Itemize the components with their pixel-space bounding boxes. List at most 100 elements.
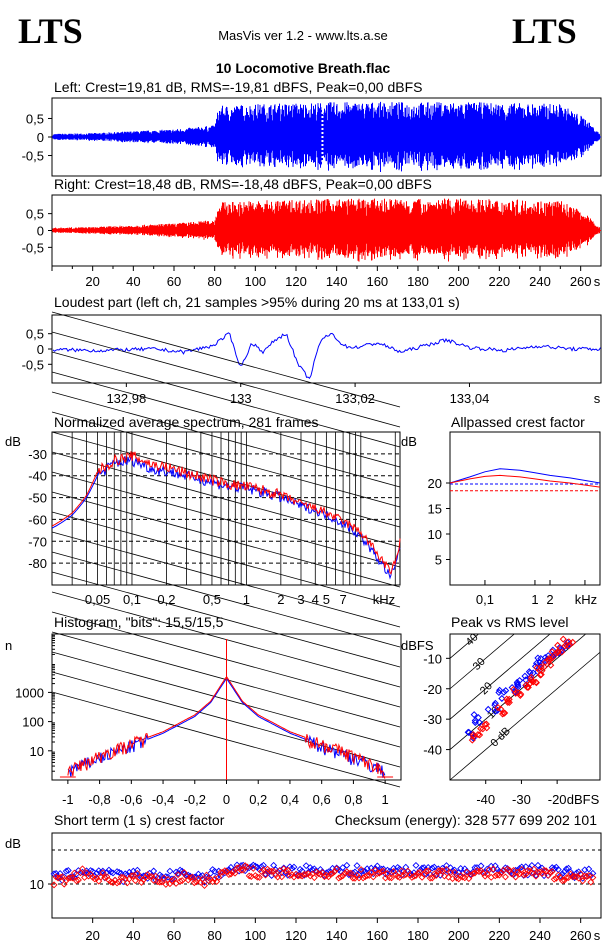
loudest-xtick-label: 133,02 bbox=[335, 391, 375, 406]
peak-rms-xtick-label: -40 bbox=[476, 792, 495, 807]
short-crest-right-point bbox=[392, 870, 400, 878]
spectrum-xtick-label: 2 bbox=[277, 592, 284, 607]
peak-rms-right-point bbox=[548, 648, 556, 656]
histogram-xtick-label: 0,4 bbox=[281, 792, 299, 807]
short-crest-right-point bbox=[196, 878, 204, 886]
short-crest-left-point bbox=[64, 866, 72, 874]
short-crest-left-point bbox=[260, 861, 267, 869]
app-title: MasVis ver 1.2 - www.lts.a.se bbox=[218, 28, 388, 43]
short-crest-right-point bbox=[223, 868, 231, 876]
right-waveform-xtick-label: 140 bbox=[326, 274, 348, 289]
short-crest-right-point bbox=[379, 867, 387, 875]
peak-rms-right-point bbox=[504, 698, 512, 706]
lts-logo-left: LTS bbox=[18, 11, 83, 51]
peak-rms-left-point bbox=[484, 705, 492, 713]
short-crest-right-point bbox=[184, 876, 192, 884]
peak-rms-right-point bbox=[479, 725, 487, 733]
spectrum-xtick-label: 1 bbox=[243, 592, 250, 607]
short-crest-right-point bbox=[152, 872, 160, 880]
right-waveform-title: Right: Crest=18,48 dB, RMS=-18,48 dBFS, … bbox=[54, 176, 432, 192]
short-crest-right-point bbox=[188, 873, 196, 881]
checksum-label: Checksum (energy): 328 577 699 202 101 bbox=[335, 812, 597, 828]
spectrum-xtick-label: 3 bbox=[297, 592, 304, 607]
spectrum-slope-line bbox=[51, 511, 401, 608]
short-crest-right-point bbox=[239, 866, 247, 874]
short-crest-left-point bbox=[135, 872, 143, 880]
short-crest-left-point bbox=[105, 866, 113, 874]
crest-factor-ytick-label: 20 bbox=[428, 476, 442, 491]
short-crest-right-point bbox=[347, 869, 355, 877]
short-crest-left-point bbox=[290, 863, 298, 871]
short-crest-right-point bbox=[304, 870, 312, 878]
short-crest-right-point bbox=[467, 871, 475, 879]
short-crest-right-point bbox=[257, 868, 265, 875]
spectrum-slope-line bbox=[51, 311, 401, 408]
short-crest-right-point bbox=[288, 871, 296, 879]
short-crest-right-point bbox=[131, 877, 139, 885]
short-crest-right-point bbox=[339, 872, 347, 880]
loudest-ytick-label: -0,5 bbox=[22, 357, 44, 372]
short-crest-ytick-label: 10 bbox=[30, 877, 44, 892]
right-waveform-xtick-label: 120 bbox=[285, 274, 307, 289]
spectrum-ytick-label: -50 bbox=[28, 491, 47, 506]
short-crest-frame bbox=[51, 832, 602, 919]
spectrum-slope-line bbox=[51, 551, 401, 648]
short-crest-right-point bbox=[567, 870, 574, 878]
short-crest-left-point bbox=[532, 871, 540, 879]
spectrum-xtick-label: 0,2 bbox=[157, 592, 175, 607]
crest-factor-ytick-label: 5 bbox=[435, 553, 442, 568]
short-crest-right-point bbox=[382, 874, 389, 882]
short-crest-xtick-label: 20 bbox=[85, 928, 99, 943]
crest-factor-xtick-label: 1 bbox=[531, 592, 538, 607]
short-crest-xtick-label: 140 bbox=[326, 928, 348, 943]
short-crest-right-point bbox=[577, 870, 585, 878]
spectrum-xtick-label: 5 bbox=[323, 592, 330, 607]
peak-rms-left-point bbox=[474, 714, 482, 722]
short-crest-right-point bbox=[560, 876, 568, 884]
short-crest-right-point bbox=[575, 874, 583, 882]
peak-rms-right-point bbox=[505, 695, 513, 703]
short-crest-right-point bbox=[79, 865, 86, 873]
short-crest-right-point bbox=[349, 874, 357, 882]
short-crest-right-point bbox=[589, 874, 597, 882]
spectrum-xtick-label: 7 bbox=[339, 592, 346, 607]
short-crest-left-point bbox=[493, 865, 501, 873]
peak-rms-left-point bbox=[534, 654, 542, 662]
crest-factor-xtick-label: 0,1 bbox=[476, 592, 494, 607]
short-crest-right-point bbox=[97, 873, 105, 881]
crest-factor-left-line bbox=[449, 468, 601, 484]
loudest-ytick-label: 0 bbox=[37, 342, 44, 357]
right-waveform-xtick-label: 20 bbox=[85, 274, 99, 289]
peak-rms-right-point bbox=[517, 690, 525, 698]
short-crest-xtick-label: 100 bbox=[244, 928, 266, 943]
peak-rms-right-point bbox=[547, 655, 555, 663]
spectrum-slope-line bbox=[51, 571, 401, 668]
right-waveform-ytick-label: -0,5 bbox=[22, 240, 44, 255]
spectrum-slope-line bbox=[51, 411, 401, 508]
short-crest-right-point bbox=[363, 872, 371, 879]
peak-rms-left-point bbox=[502, 687, 510, 695]
short-crest-right-point bbox=[209, 878, 217, 886]
peak-rms-right-point bbox=[527, 676, 535, 684]
histogram-ytick-label: 10 bbox=[30, 744, 44, 759]
peak-rms-ytick-label: -40 bbox=[423, 743, 442, 758]
short-crest-right-point bbox=[345, 869, 353, 877]
short-crest-right-point bbox=[495, 871, 503, 879]
short-crest-ylabel: dB bbox=[5, 836, 21, 851]
short-crest-left-point bbox=[353, 862, 361, 870]
histogram-xtick-label: -0,6 bbox=[120, 792, 142, 807]
crest-factor-ytick-label: 15 bbox=[428, 502, 442, 517]
crest-factor-frame bbox=[449, 431, 601, 586]
right-waveform-xtick-label: 260 bbox=[570, 274, 592, 289]
short-crest-xtick-label: 60 bbox=[167, 928, 181, 943]
short-crest-right-point bbox=[140, 876, 147, 884]
loudest-ytick-label: 0,5 bbox=[26, 327, 44, 342]
peak-rms-right-point bbox=[476, 731, 484, 739]
short-crest-right-point bbox=[325, 873, 332, 881]
crest-factor-ylabel: dB bbox=[401, 434, 417, 449]
peak-rms-right-point bbox=[512, 689, 520, 697]
short-crest-right-point bbox=[341, 869, 349, 877]
short-crest-xtick-label: 220 bbox=[488, 928, 510, 943]
spectrum-ytick-label: -70 bbox=[28, 534, 47, 549]
histogram-ylabel: n bbox=[5, 638, 12, 653]
